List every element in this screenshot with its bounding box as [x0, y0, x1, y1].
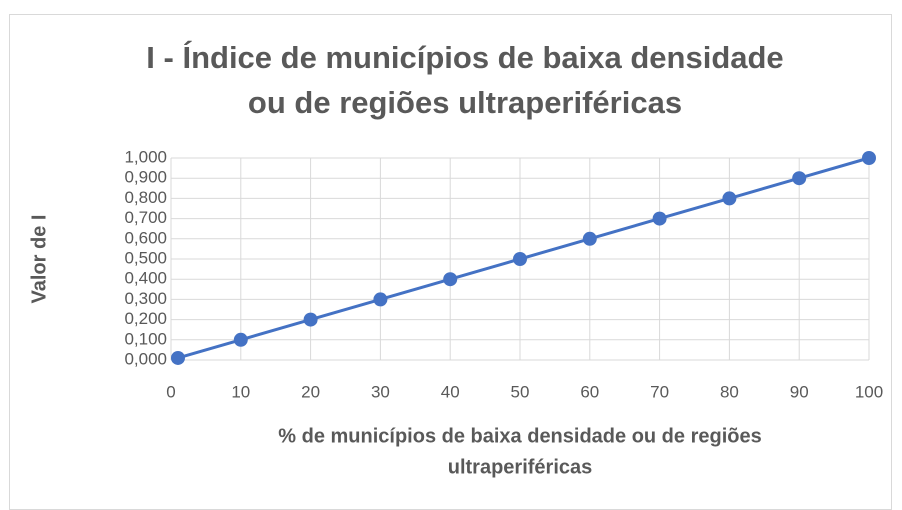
y-tick-label: 0,300 [124, 289, 167, 308]
x-tick-label: 90 [790, 382, 809, 401]
y-tick-label: 0,000 [124, 349, 167, 368]
x-tick-label: 30 [371, 382, 390, 401]
data-point [443, 272, 458, 287]
y-tick-label: 0,200 [124, 309, 167, 328]
data-point [303, 312, 318, 327]
data-point [582, 231, 597, 246]
x-tick-label: 50 [511, 382, 530, 401]
x-tick-label: 20 [301, 382, 320, 401]
x-axis-title: % de municípios de baixa densidade ou de… [278, 425, 761, 447]
y-tick-label: 1,000 [124, 147, 167, 166]
x-axis-title: ultraperiféricas [448, 456, 593, 478]
x-tick-label: 70 [650, 382, 669, 401]
x-tick-label: 0 [166, 382, 175, 401]
data-point [233, 332, 248, 347]
x-tick-label: 40 [441, 382, 460, 401]
x-tick-label: 80 [720, 382, 739, 401]
y-tick-label: 0,700 [124, 208, 167, 227]
data-point [170, 350, 185, 365]
data-point [513, 252, 527, 266]
y-tick-label: 0,400 [124, 269, 167, 288]
x-tick-label: 100 [855, 382, 883, 401]
data-point [862, 151, 876, 165]
data-point [373, 292, 388, 307]
y-tick-label: 0,100 [124, 329, 167, 348]
data-point [792, 171, 807, 186]
x-tick-label: 10 [231, 382, 250, 401]
chart-title: I - Índice de municípios de baixa densid… [146, 40, 783, 75]
y-axis-title: Valor de I [28, 215, 50, 304]
y-tick-label: 0,900 [124, 168, 167, 187]
y-tick-label: 0,500 [124, 248, 167, 267]
data-point [652, 211, 667, 226]
chart-title: ou de regiões ultraperiféricas [248, 85, 682, 120]
x-tick-label: 60 [580, 382, 599, 401]
y-tick-label: 0,600 [124, 228, 167, 247]
y-tick-label: 0,800 [124, 188, 167, 207]
data-point [722, 191, 737, 206]
